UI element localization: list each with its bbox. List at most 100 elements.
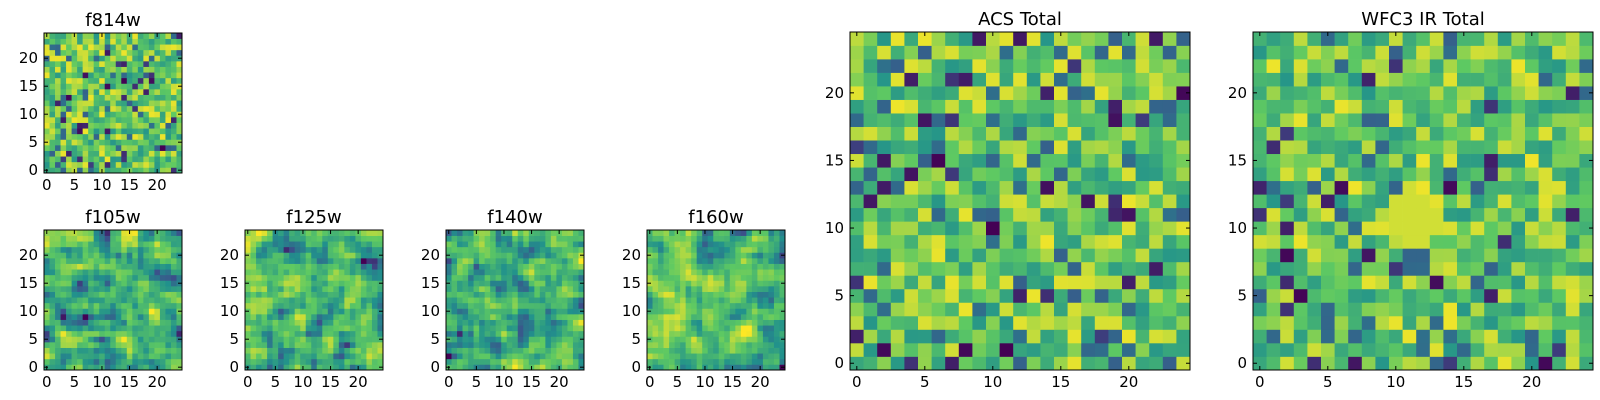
f125w-cell bbox=[371, 302, 378, 309]
f814w-cell bbox=[93, 111, 100, 118]
f814w-cell bbox=[66, 133, 72, 140]
wfc3-ir-total-cell bbox=[1416, 99, 1431, 114]
f105w-cell bbox=[159, 314, 166, 320]
f105w-cell bbox=[132, 336, 139, 343]
f160w-cell bbox=[735, 302, 742, 309]
wfc3-ir-total-cell bbox=[1389, 86, 1403, 100]
f814w-cell bbox=[71, 61, 78, 67]
f160w-cell bbox=[652, 269, 659, 276]
f105w-cell bbox=[104, 230, 111, 236]
f160w-cell bbox=[669, 246, 675, 253]
f125w-cell bbox=[300, 269, 307, 276]
acs-total-cell bbox=[958, 32, 973, 46]
f814w-cell bbox=[154, 89, 161, 95]
acs-total-cell bbox=[1040, 342, 1055, 357]
f105w-cell bbox=[66, 358, 72, 365]
acs-total-cell bbox=[945, 261, 960, 276]
acs-total-cell bbox=[1040, 248, 1055, 263]
acs-total-cell bbox=[972, 302, 987, 317]
f125w-cell bbox=[256, 274, 262, 281]
acs-total-cell bbox=[1162, 261, 1177, 276]
f105w-cell bbox=[82, 246, 89, 253]
f814w-cell bbox=[148, 89, 155, 95]
wfc3-ir-total-cell bbox=[1457, 275, 1471, 290]
acs-total-cell bbox=[1067, 248, 1082, 263]
f125w-cell bbox=[245, 314, 251, 320]
f814w-cell bbox=[99, 49, 106, 56]
f140w-cell bbox=[550, 291, 557, 298]
f125w-cell bbox=[360, 319, 367, 326]
f160w-cell bbox=[735, 330, 742, 337]
f814w-cell bbox=[126, 117, 133, 123]
f125w-cell bbox=[377, 319, 384, 326]
f125w-cell bbox=[256, 269, 262, 276]
f125w-cell bbox=[316, 280, 323, 287]
f125w-cell bbox=[311, 291, 318, 298]
wfc3-ir-total-cell bbox=[1484, 315, 1499, 330]
wfc3-ir-total-cell bbox=[1293, 72, 1308, 87]
f105w-cell bbox=[82, 286, 89, 292]
f105w-cell bbox=[88, 297, 95, 304]
f140w-y-tick-label: 20 bbox=[421, 246, 440, 264]
f125w-cell bbox=[349, 308, 356, 315]
acs-total-cell bbox=[945, 59, 960, 73]
f105w-cell bbox=[159, 302, 166, 309]
wfc3-ir-total-x-tick-label: 20 bbox=[1522, 373, 1541, 391]
f160w-cell bbox=[779, 353, 786, 360]
f125w-cell bbox=[322, 364, 329, 371]
f140w-cell bbox=[462, 263, 469, 270]
f160w-cell bbox=[707, 252, 714, 259]
f105w-cell bbox=[44, 342, 50, 348]
f140w-cell bbox=[495, 246, 502, 253]
f814w-cell bbox=[110, 33, 117, 39]
f814w-cell bbox=[60, 94, 67, 101]
wfc3-ir-total-cell bbox=[1511, 86, 1526, 100]
f814w-cell bbox=[82, 122, 89, 129]
wfc3-ir-total-cell bbox=[1443, 302, 1458, 317]
f125w-cell bbox=[344, 297, 351, 304]
f125w-cell bbox=[311, 308, 318, 315]
wfc3-ir-total-cell bbox=[1321, 194, 1335, 209]
f105w-cell bbox=[132, 297, 139, 304]
f814w-cell bbox=[49, 161, 56, 168]
f160w-cell bbox=[740, 230, 747, 236]
f105w-cell bbox=[121, 302, 128, 309]
wfc3-ir-total-cell bbox=[1375, 356, 1390, 371]
f125w-cell bbox=[360, 342, 367, 348]
f125w-cell bbox=[371, 342, 378, 348]
f125w-cell bbox=[300, 235, 307, 242]
f160w-cell bbox=[768, 314, 775, 320]
acs-total-cell bbox=[1149, 113, 1164, 127]
f814w-cell bbox=[49, 122, 56, 129]
f125w-cell bbox=[245, 274, 251, 281]
acs-total-cell bbox=[1135, 248, 1150, 263]
f814w-cell bbox=[132, 145, 139, 151]
f105w-cell bbox=[154, 347, 161, 354]
f160w-cell bbox=[740, 252, 747, 259]
f160w-cell bbox=[702, 252, 709, 259]
f125w-cell bbox=[245, 302, 251, 309]
f105w-cell bbox=[121, 246, 128, 253]
wfc3-ir-total-cell bbox=[1334, 126, 1349, 141]
f160w-cell bbox=[757, 291, 764, 298]
f140w-cell bbox=[561, 325, 568, 332]
acs-total-cell bbox=[931, 234, 946, 249]
f140w-cell bbox=[567, 263, 574, 270]
f160w-cell bbox=[729, 319, 736, 326]
f160w-cell bbox=[702, 297, 709, 304]
acs-total-cell bbox=[1162, 194, 1177, 209]
f140w-cell bbox=[479, 286, 485, 292]
f105w-cell bbox=[159, 364, 166, 371]
f125w-cell bbox=[322, 280, 329, 287]
f160w-cell bbox=[735, 314, 742, 320]
wfc3-ir-total-cell bbox=[1565, 86, 1580, 100]
f160w-cell bbox=[680, 263, 686, 270]
f125w-cell bbox=[355, 280, 362, 287]
f160w-cell bbox=[751, 319, 758, 326]
acs-total-cell bbox=[972, 234, 987, 249]
f125w-x-tick-label: 10 bbox=[293, 373, 312, 391]
f105w-cell bbox=[88, 308, 95, 315]
f160w-cell bbox=[652, 246, 659, 253]
f105w-cell bbox=[49, 358, 56, 365]
